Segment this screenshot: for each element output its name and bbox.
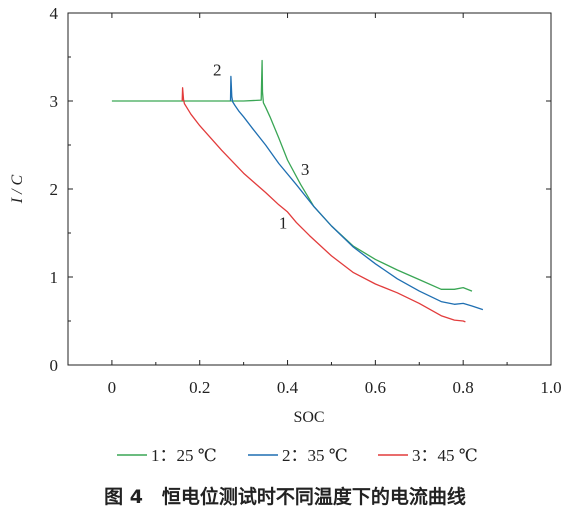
y-tick-label: 0 xyxy=(50,356,59,375)
y-tick-label: 1 xyxy=(50,268,59,287)
legend-label-35: 2：35 ℃ xyxy=(282,446,348,465)
series-line-35 xyxy=(229,75,484,311)
series-line-25 xyxy=(111,59,473,292)
x-tick-label: 0.2 xyxy=(189,378,210,397)
series-line-45 xyxy=(181,87,466,323)
curve-labels: 3 2 1 xyxy=(213,60,309,232)
series-group xyxy=(111,59,484,323)
plot-frame xyxy=(67,12,552,366)
curve-label-45: 1 xyxy=(279,214,288,233)
legend-label-25: 1：25 ℃ xyxy=(151,446,217,465)
legend: 1：25 ℃ 2：35 ℃ 3：45 ℃ xyxy=(117,446,478,465)
x-tick-label: 1.0 xyxy=(540,378,561,397)
x-axis-title: SOC xyxy=(293,409,324,426)
curve-label-25: 3 xyxy=(301,160,310,179)
x-axis-ticks: 0 0.2 0.4 0.6 0.8 1.0 xyxy=(67,13,562,397)
y-tick-label: 3 xyxy=(50,92,59,111)
legend-label-45: 3：45 ℃ xyxy=(412,446,478,465)
figure-caption: 图 4 恒电位测试时不同温度下的电流曲线 xyxy=(104,485,466,508)
x-tick-label: 0 xyxy=(108,378,117,397)
x-tick-label: 0.4 xyxy=(277,378,299,397)
y-tick-label: 4 xyxy=(50,4,59,23)
x-tick-label: 0.6 xyxy=(365,378,386,397)
y-tick-label: 2 xyxy=(50,180,59,199)
y-axis-title: I / C xyxy=(9,174,26,204)
curve-label-35: 2 xyxy=(213,60,222,79)
y-axis-ticks: 0 1 2 3 4 xyxy=(50,4,551,375)
x-tick-label: 0.8 xyxy=(453,378,474,397)
